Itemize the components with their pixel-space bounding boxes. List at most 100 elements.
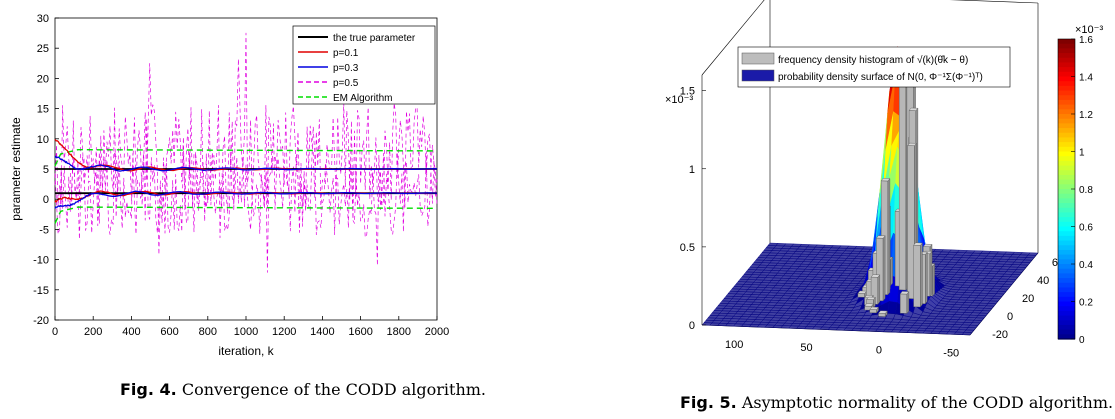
x-tick-label: 2000 xyxy=(425,326,449,338)
colorbar-cell xyxy=(1058,245,1075,251)
y-axis-ticks: -200204060 xyxy=(992,257,1064,341)
figure-4-caption: Fig. 4. Convergence of the CODD algorith… xyxy=(120,380,486,399)
y-axis-label: parameter estimate xyxy=(9,117,23,221)
colorbar-cell xyxy=(1058,273,1075,279)
legend-label: EM Algorithm xyxy=(333,93,392,104)
colorbar-cell xyxy=(1058,170,1075,176)
colorbar-multiplier: ×10⁻³ xyxy=(1075,24,1103,36)
histogram-bar-top xyxy=(864,303,874,307)
convergence-chart: 0 200 400 600 800 1000 1200 1400 1600 1800 2000 -2… xyxy=(9,13,449,358)
figure-5-caption: Fig. 5. Asymptotic normality of the CODD… xyxy=(680,393,1113,412)
legend: frequency density histogram of √(k)(θ̂k … xyxy=(737,46,1011,88)
legend: the true parameter p=0.1 p=0.3 p=0.5 EM Algo… xyxy=(292,25,436,105)
x-tick-label: 50 xyxy=(800,342,812,354)
colorbar-cell xyxy=(1058,292,1075,298)
x-tick-label: 400 xyxy=(122,326,140,338)
colorbar-cell xyxy=(1058,198,1075,204)
legend-label: the true parameter xyxy=(333,33,416,44)
z-tick-label: 0.5 xyxy=(680,242,695,254)
x-tick-label: 0 xyxy=(52,326,58,338)
colorbar-tick-label: 1.6 xyxy=(1079,35,1093,46)
colorbar-cell xyxy=(1058,306,1075,312)
y-tick-label: 0 xyxy=(1007,311,1013,323)
histogram-bar-top xyxy=(913,242,923,246)
colorbar-cell xyxy=(1058,95,1075,101)
y-tick-label: 20 xyxy=(37,73,49,85)
caption-label: Fig. 5. xyxy=(680,393,737,412)
x-tick-label: 1800 xyxy=(387,326,411,338)
histogram-bar-front xyxy=(869,309,877,314)
colorbar-cell xyxy=(1058,179,1075,185)
caption-text: Convergence of the CODD algorithm. xyxy=(181,380,487,399)
colorbar-tick-label: 0.4 xyxy=(1079,260,1093,271)
histogram-bar-side xyxy=(906,291,910,314)
back-top-edge-line xyxy=(949,0,1039,4)
histogram-bar-top xyxy=(878,310,888,314)
caption-label: Fig. 4. xyxy=(120,380,177,399)
histogram-bar-top xyxy=(870,274,881,278)
colorbar-cell xyxy=(1058,156,1075,162)
colorbar-cell xyxy=(1058,48,1075,54)
x-axis-ticks: 100 50 0 -50 xyxy=(725,339,959,359)
colorbar-tick-label: 0.8 xyxy=(1079,185,1093,196)
colorbar-cell xyxy=(1058,184,1075,190)
z-axis-ticks: 0 0.5 1 1.5 xyxy=(680,86,706,332)
histogram-bar-top xyxy=(908,107,919,111)
top-edge-line xyxy=(701,0,765,76)
surface-cell xyxy=(987,300,999,304)
colorbar-cell xyxy=(1058,71,1075,78)
colorbar-cell xyxy=(1058,43,1075,49)
colorbar-cell xyxy=(1058,334,1075,340)
colorbar-cell xyxy=(1058,118,1075,124)
histogram-bar-front xyxy=(857,293,865,298)
colorbar-cell xyxy=(1058,324,1075,331)
colorbar-cell xyxy=(1058,57,1075,64)
colorbar-cell xyxy=(1058,99,1075,106)
legend-swatch xyxy=(741,52,775,65)
y-tick-label: 40 xyxy=(1037,275,1049,287)
colorbar-cell xyxy=(1058,240,1075,246)
histogram-bar-side xyxy=(890,256,893,287)
legend-swatch xyxy=(741,69,775,82)
y-tick-label: 5 xyxy=(43,164,49,176)
colorbar-cell xyxy=(1058,189,1075,195)
x-axis-label: iteration, k xyxy=(218,344,274,358)
colorbar-cell xyxy=(1058,264,1075,270)
z-tick-label: 1 xyxy=(689,164,695,176)
colorbar-cell xyxy=(1058,114,1075,120)
y-tick-label: 10 xyxy=(37,134,49,146)
colorbar-cell xyxy=(1058,146,1075,153)
legend-label: p=0.3 xyxy=(333,63,359,74)
colorbar-tick-label: 0.2 xyxy=(1079,298,1093,309)
colorbar-cell xyxy=(1058,123,1075,129)
colorbar-cell xyxy=(1058,104,1075,110)
colorbar-cell xyxy=(1058,329,1075,335)
colorbar-tick-label: 1.2 xyxy=(1079,110,1093,121)
colorbar-cell xyxy=(1058,81,1075,87)
colorbar-cell xyxy=(1058,254,1075,260)
series-estimate-line xyxy=(54,190,438,209)
colorbar-cell xyxy=(1058,128,1075,134)
legend-box xyxy=(737,46,1011,88)
y-tick-label: -5 xyxy=(39,224,49,236)
colorbar-cell xyxy=(1058,151,1075,157)
histogram-bars xyxy=(857,79,936,318)
colorbar-cell xyxy=(1058,278,1075,284)
y-tick-label: 15 xyxy=(37,104,49,116)
histogram-bar-front xyxy=(878,312,886,317)
caption-text: Asymptotic normality of the CODD algorit… xyxy=(741,393,1114,412)
x-tick-label: 1400 xyxy=(310,326,334,338)
histogram-bar-side xyxy=(920,242,923,308)
colorbar-cell xyxy=(1058,320,1075,326)
em-bound-line xyxy=(54,206,438,224)
histogram-bar-top xyxy=(866,296,876,300)
colorbar: 0 0.2 0.4 0.6 0.8 1 1.2 1.4 1.6 xyxy=(1057,35,1093,346)
x-tick-label: 1200 xyxy=(272,326,296,338)
colorbar-cell xyxy=(1058,207,1075,214)
histogram-bar-side xyxy=(877,274,881,305)
histogram-bar-front xyxy=(913,244,921,308)
histogram-bar-front xyxy=(907,145,915,300)
z-tick-label: 1.5 xyxy=(680,86,695,98)
colorbar-cell xyxy=(1058,160,1075,167)
legend-label: probability density surface of N(0, Φ⁻¹Σ… xyxy=(778,72,983,83)
